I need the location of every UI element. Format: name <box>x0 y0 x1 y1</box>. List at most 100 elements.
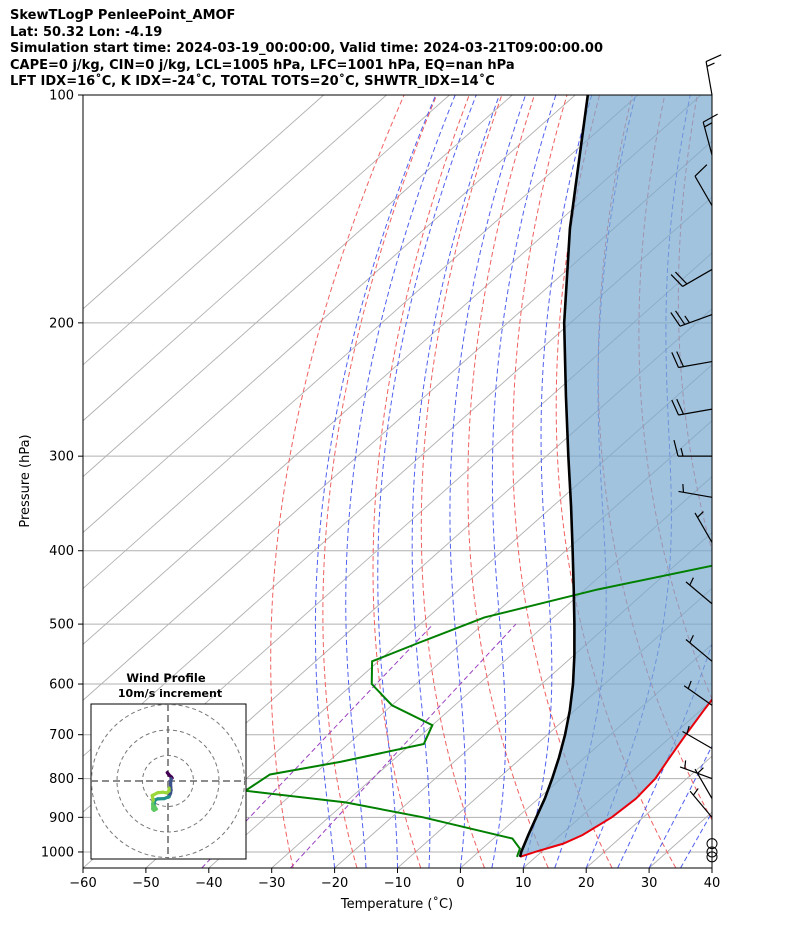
barb-shaft <box>679 766 713 780</box>
wind-barb <box>670 268 713 287</box>
isotherm-line <box>83 95 702 645</box>
barb-flag <box>670 312 681 327</box>
wind-barb <box>671 351 713 369</box>
y-tick-label: 200 <box>49 316 74 331</box>
index-line: LFT IDX=16˚C, K IDX=-24˚C, TOTAL TOTS=20… <box>10 74 495 89</box>
isotherm-line <box>83 95 324 310</box>
x-tick-label: 40 <box>704 876 721 891</box>
y-axis-label: Pressure (hPa) <box>18 434 33 527</box>
profile-traces <box>242 95 712 858</box>
moist-adiabat-line <box>345 95 456 868</box>
barb-shaft <box>685 581 713 605</box>
y-tick-label: 300 <box>49 450 74 465</box>
x-tick-label: 10 <box>515 876 532 891</box>
dry-adiabat-line <box>467 95 549 868</box>
x-tick-label: −40 <box>195 876 222 891</box>
y-tick-label: 400 <box>49 544 74 559</box>
barb-shaft <box>682 268 713 287</box>
y-tick-label: 800 <box>49 772 74 787</box>
wind-barb <box>671 398 713 416</box>
isotherm-line <box>83 95 576 534</box>
barb-shaft <box>689 790 713 818</box>
time-line: Simulation start time: 2024-03-19_00:00:… <box>10 41 603 56</box>
y-axis: 100 200 300 400 500 600 700 800 900 1000 <box>41 89 83 860</box>
moist-adiabat-line <box>522 95 593 868</box>
wind-barb <box>705 54 722 96</box>
wind-barb <box>702 113 718 156</box>
barb-shaft <box>694 512 713 543</box>
x-axis-label: Temperature (˚C) <box>340 896 453 912</box>
wind-barb <box>694 511 713 543</box>
isotherm-line <box>83 95 639 590</box>
barb-shaft <box>685 639 713 662</box>
x-tick-label: −10 <box>384 876 411 891</box>
x-tick-label: −20 <box>321 876 348 891</box>
barb-shaft <box>679 313 713 327</box>
y-tick-label: 900 <box>49 811 74 826</box>
x-tick-label: 30 <box>641 876 658 891</box>
barb-flag <box>676 398 684 415</box>
wind-barb <box>694 164 713 206</box>
wind-barb <box>679 760 713 780</box>
wind-barb <box>670 310 713 327</box>
hodograph-inset: Wind Profile 10m/s increment <box>90 671 247 860</box>
wind-barb <box>682 725 713 750</box>
barb-flag <box>694 164 708 177</box>
wind-barb <box>685 577 713 605</box>
barb-flag <box>671 352 680 368</box>
barb-shaft <box>683 685 713 706</box>
barb-shaft <box>678 360 713 369</box>
barb-half-flag <box>704 122 712 128</box>
cin-cape-shading <box>520 95 712 857</box>
dry-adiabat-line <box>754 95 794 868</box>
isotherm-line <box>83 95 450 422</box>
dewpoint-line <box>242 564 712 858</box>
barb-half-flag <box>686 725 690 735</box>
barb-half-flag <box>687 680 692 689</box>
wind-barb <box>694 767 713 799</box>
stability-line: CAPE=0 j/kg, CIN=0 j/kg, LCL=1005 hPa, L… <box>10 57 515 73</box>
isotherm-line <box>83 95 387 366</box>
x-tick-label: −30 <box>258 876 285 891</box>
location-line: Lat: 50.32 Lon: -4.19 <box>10 24 163 40</box>
isotherm-line <box>271 476 712 868</box>
barb-shaft <box>678 408 713 416</box>
mixing-ratio-line <box>290 623 517 868</box>
moist-adiabat-line <box>491 95 557 868</box>
barb-half-flag <box>706 62 715 67</box>
barb-flag <box>673 440 679 457</box>
barb-shaft <box>702 121 713 156</box>
barb-flag <box>674 271 688 285</box>
moist-adiabat-line <box>617 642 712 868</box>
hodograph-title: Wind Profile <box>126 671 206 685</box>
x-axis: −60 −50 −40 −30 −20 −10 0 10 20 30 40 <box>69 868 720 891</box>
isotherm-line <box>83 95 513 478</box>
isotherm-line <box>711 867 712 868</box>
barb-shaft <box>694 768 713 799</box>
chart-header: SkewTLogP PenleePoint_AMOF Lat: 50.32 Lo… <box>10 8 603 91</box>
wind-barb <box>683 680 713 706</box>
hodograph-plot <box>91 704 246 859</box>
moist-adiabat-line <box>648 744 712 868</box>
calm-wind-circle <box>706 851 718 863</box>
wind-barb <box>673 440 712 457</box>
y-tick-label: 500 <box>49 618 74 633</box>
barb-half-flag <box>684 760 687 769</box>
barb-flag <box>702 113 718 123</box>
isotherm-line <box>397 587 712 868</box>
temperature-line <box>519 698 712 858</box>
barb-half-flag <box>684 315 690 324</box>
calm-wind-circle <box>706 846 718 858</box>
barb-half-flag <box>692 788 699 796</box>
wind-barb <box>685 635 713 662</box>
barb-flag <box>675 310 686 325</box>
barb-half-flag <box>697 511 704 518</box>
chart-title: SkewTLogP PenleePoint_AMOF <box>10 8 236 23</box>
barb-half-flag <box>689 577 694 586</box>
barb-half-flag <box>680 448 684 457</box>
barb-flag <box>671 399 680 416</box>
barb-half-flag <box>697 767 704 774</box>
wind-barbs <box>670 54 722 863</box>
moist-adiabat-line <box>449 95 527 868</box>
